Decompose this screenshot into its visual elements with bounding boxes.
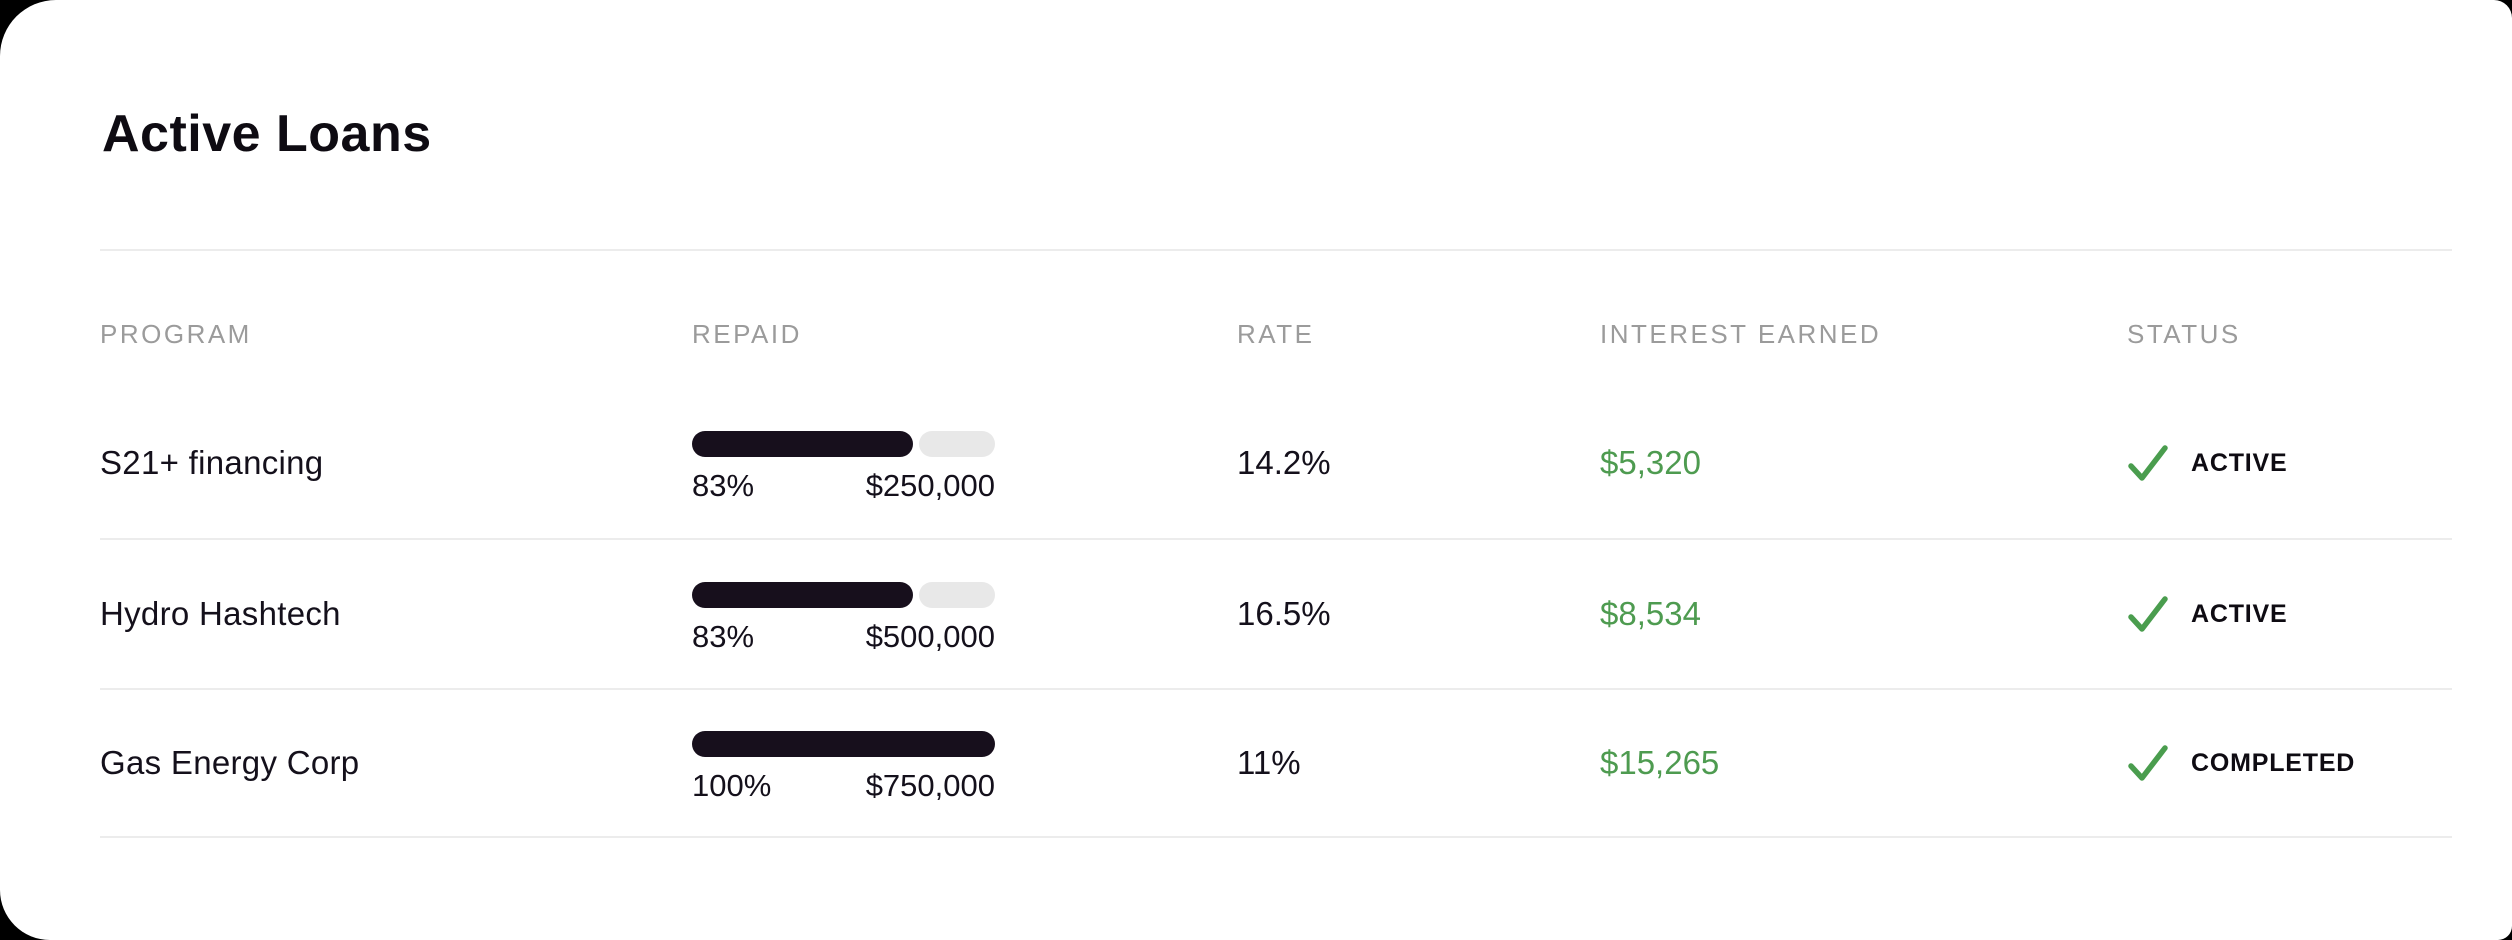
- status-cell: COMPLETED: [2127, 743, 2452, 783]
- table-row: S21+ financing 83% $250,000 14.2% $5,320…: [100, 388, 2452, 538]
- column-header-repaid: REPAID: [692, 319, 802, 349]
- repaid-labels: 100% $750,000: [692, 768, 995, 804]
- table-row: Hydro Hashtech 83% $500,000 16.5% $8,534…: [100, 538, 2452, 688]
- page-title: Active Loans: [102, 105, 432, 163]
- repaid-progress-bar: [692, 730, 995, 757]
- loans-table: PROGRAM REPAID RATE INTEREST EARNED STAT…: [100, 251, 2452, 838]
- repaid-cell: 100% $750,000: [692, 723, 995, 804]
- status-badge: ACTIVE: [2191, 599, 2288, 628]
- repaid-percent: 83%: [692, 618, 755, 654]
- column-header-program: PROGRAM: [100, 319, 252, 349]
- rate-value: 16.5%: [1237, 595, 1331, 632]
- program-name: Hydro Hashtech: [100, 595, 341, 632]
- repaid-labels: 83% $500,000: [692, 619, 995, 655]
- interest-earned-value: $8,534: [1600, 595, 1701, 632]
- repaid-amount: $250,000: [865, 467, 995, 503]
- status-badge: COMPLETED: [2191, 748, 2356, 777]
- repaid-percent: 83%: [692, 467, 755, 503]
- table-row: Gas Energy Corp 100% $750,000 11% $15,26…: [100, 688, 2452, 838]
- column-header-status: STATUS: [2127, 319, 2241, 349]
- progress-bar-fill: [692, 430, 914, 457]
- repaid-amount: $500,000: [865, 618, 995, 654]
- repaid-cell: 83% $250,000: [692, 423, 995, 504]
- program-name: Gas Energy Corp: [100, 744, 360, 781]
- checkmark-icon: [2128, 445, 2168, 481]
- checkmark-icon: [2128, 745, 2168, 781]
- repaid-percent: 100%: [692, 767, 772, 803]
- status-cell: ACTIVE: [2127, 443, 2452, 483]
- title-divider: [100, 249, 2452, 251]
- repaid-progress-bar: [692, 581, 995, 608]
- repaid-cell: 83% $500,000: [692, 574, 995, 655]
- progress-bar-fill: [692, 581, 914, 608]
- status-badge: ACTIVE: [2191, 448, 2288, 477]
- repaid-amount: $750,000: [865, 767, 995, 803]
- column-header-interest-earned: INTEREST EARNED: [1600, 319, 1882, 349]
- progress-bar-fill: [692, 730, 995, 757]
- card-header: Active Loans: [0, 0, 2512, 168]
- progress-bar-remainder: [919, 430, 995, 457]
- table-header-row: PROGRAM REPAID RATE INTEREST EARNED STAT…: [100, 251, 2452, 388]
- program-name: S21+ financing: [100, 444, 324, 481]
- repaid-progress-bar: [692, 430, 995, 457]
- checkmark-icon: [2128, 596, 2168, 632]
- column-header-rate: RATE: [1237, 319, 1315, 349]
- rate-value: 14.2%: [1237, 444, 1331, 481]
- progress-bar-remainder: [919, 581, 995, 608]
- status-cell: ACTIVE: [2127, 594, 2452, 634]
- interest-earned-value: $15,265: [1600, 744, 1720, 781]
- repaid-labels: 83% $250,000: [692, 468, 995, 504]
- rate-value: 11%: [1237, 744, 1301, 781]
- table-body: S21+ financing 83% $250,000 14.2% $5,320…: [100, 388, 2452, 838]
- interest-earned-value: $5,320: [1600, 444, 1701, 481]
